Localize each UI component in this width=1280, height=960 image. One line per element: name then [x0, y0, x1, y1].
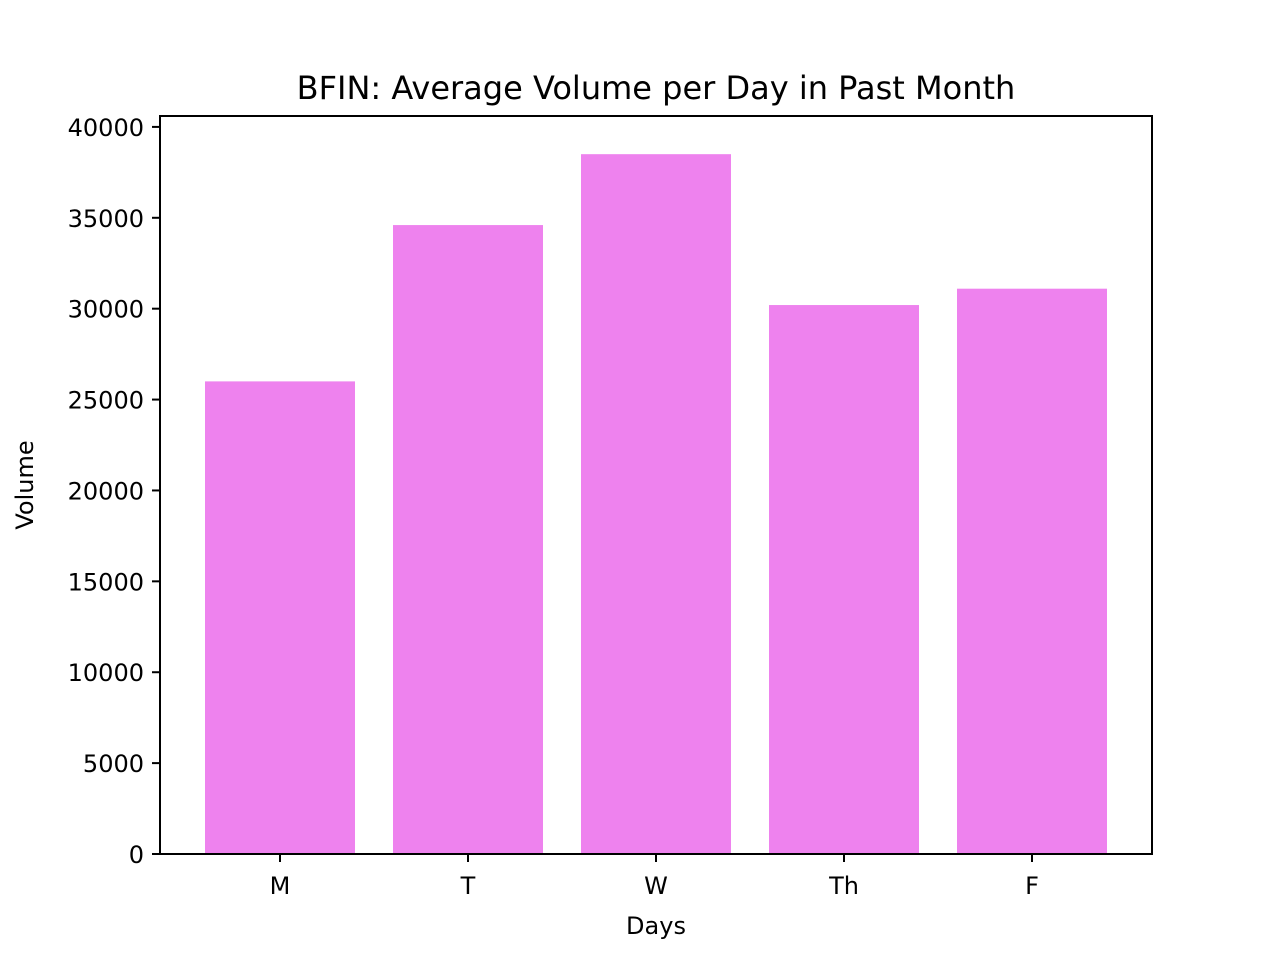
y-tick-label: 40000: [68, 114, 144, 142]
x-tick-label: W: [644, 872, 668, 900]
y-tick-label: 15000: [68, 568, 144, 596]
y-tick-label: 5000: [83, 750, 144, 778]
bar-f: [957, 288, 1107, 855]
y-tick-label: 30000: [68, 296, 144, 324]
x-tick-label: Th: [828, 872, 859, 900]
y-axis-ticks: 0 5000 10000 15000 20000 25000 30000 35000 40000: [68, 114, 160, 869]
x-axis-label: Days: [626, 912, 686, 940]
plot-frame: [159, 115, 1153, 855]
x-tick-label: T: [460, 872, 476, 900]
bar-t: [393, 225, 543, 855]
bar-w: [581, 154, 731, 854]
x-tick-label: F: [1025, 872, 1039, 900]
y-tick-label: 25000: [68, 387, 144, 415]
y-tick-label: 10000: [68, 659, 144, 687]
y-tick-label: 35000: [68, 205, 144, 233]
y-tick-label: 0: [129, 841, 144, 869]
chart-title: BFIN: Average Volume per Day in Past Mon…: [297, 69, 1016, 107]
y-tick-label: 20000: [68, 477, 144, 505]
bar-th: [769, 305, 919, 855]
bars-group: [205, 154, 1107, 855]
y-axis-label: Volume: [11, 440, 39, 529]
bar-m: [205, 381, 355, 854]
x-tick-label: M: [270, 872, 291, 900]
x-axis-ticks: M T W Th F: [270, 854, 1039, 900]
